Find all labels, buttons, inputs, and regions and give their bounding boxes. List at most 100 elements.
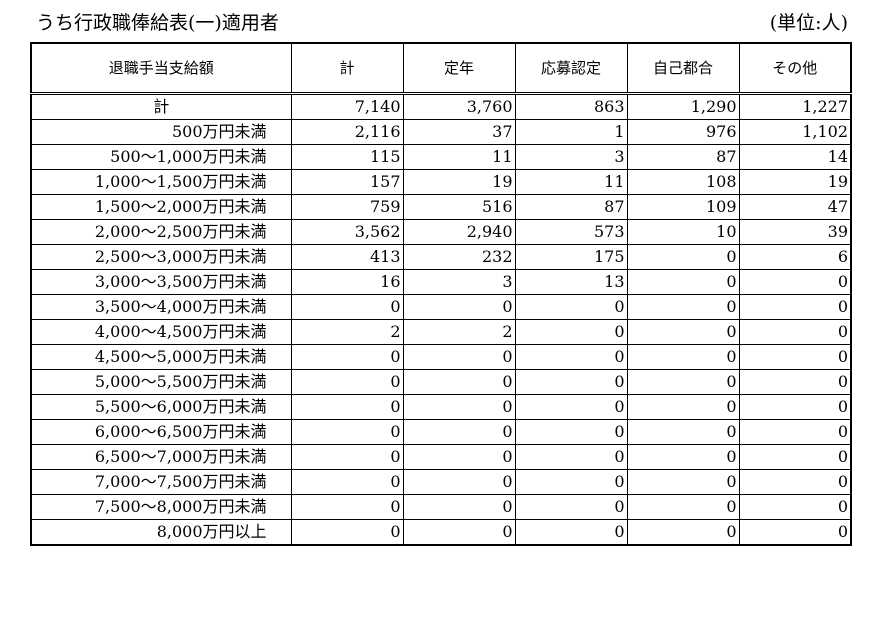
column-header: 自己都合 <box>626 42 740 95</box>
row-label: 4,500～5,000万円未満 <box>30 344 292 370</box>
table-cell: 0 <box>738 369 852 395</box>
table-cell: 13 <box>514 269 628 295</box>
table-cell: 0 <box>626 444 740 470</box>
table-cell: 0 <box>514 369 628 395</box>
table-row: 500～1,000万円未満 115 11 3 87 14 <box>30 144 852 170</box>
table-cell: 759 <box>290 194 404 220</box>
table-cell: 0 <box>402 394 516 420</box>
row-label: 1,000～1,500万円未満 <box>30 169 292 195</box>
table-cell: 1 <box>514 119 628 145</box>
table-cell: 87 <box>626 144 740 170</box>
table-cell: 863 <box>514 93 628 120</box>
table-cell: 0 <box>514 344 628 370</box>
table-cell: 11 <box>402 144 516 170</box>
table-cell: 0 <box>626 394 740 420</box>
table-row: 6,500～7,000万円未満 0 0 0 0 0 <box>30 444 852 470</box>
row-label: 7,500～8,000万円未満 <box>30 494 292 520</box>
table-cell: 976 <box>626 119 740 145</box>
table-cell: 3,760 <box>402 93 516 120</box>
table-cell: 0 <box>290 444 404 470</box>
table-cell: 87 <box>514 194 628 220</box>
row-label: 5,500～6,000万円未満 <box>30 394 292 420</box>
table-row: 5,000～5,500万円未満 0 0 0 0 0 <box>30 369 852 395</box>
row-label: 500～1,000万円未満 <box>30 144 292 170</box>
table-cell: 1,290 <box>626 93 740 120</box>
table-cell: 0 <box>738 319 852 345</box>
table-cell: 0 <box>626 294 740 320</box>
column-header: 定年 <box>402 42 516 95</box>
row-label: 計 <box>30 93 292 120</box>
table-cell: 0 <box>402 444 516 470</box>
table-cell: 0 <box>514 319 628 345</box>
table-row: 8,000万円以上 0 0 0 0 0 <box>30 519 852 546</box>
table-cell: 0 <box>514 519 628 546</box>
table-cell: 0 <box>738 294 852 320</box>
table-cell: 516 <box>402 194 516 220</box>
table-cell: 3 <box>514 144 628 170</box>
table-cell: 0 <box>626 369 740 395</box>
table-cell: 0 <box>738 344 852 370</box>
table-cell: 0 <box>514 294 628 320</box>
table-cell: 115 <box>290 144 404 170</box>
table-row: 2,500～3,000万円未満 413 232 175 0 6 <box>30 244 852 270</box>
table-row: 7,500～8,000万円未満 0 0 0 0 0 <box>30 494 852 520</box>
table-cell: 19 <box>402 169 516 195</box>
table-row: 6,000～6,500万円未満 0 0 0 0 0 <box>30 419 852 445</box>
table-row: 1,000～1,500万円未満 157 19 11 108 19 <box>30 169 852 195</box>
table-cell: 0 <box>402 519 516 546</box>
table-cell: 0 <box>626 344 740 370</box>
table-cell: 0 <box>738 494 852 520</box>
table-cell: 47 <box>738 194 852 220</box>
header-row: 退職手当支給額 計 定年 応募認定 自己都合 その他 <box>30 42 852 95</box>
row-label: 3,000～3,500万円未満 <box>30 269 292 295</box>
row-label: 5,000～5,500万円未満 <box>30 369 292 395</box>
table-cell: 2 <box>290 319 404 345</box>
table-cell: 0 <box>402 494 516 520</box>
table-body: 計 7,140 3,760 863 1,290 1,227 500万円未満 2,116 37 1 9… <box>30 93 852 546</box>
total-row: 計 7,140 3,760 863 1,290 1,227 <box>30 93 852 120</box>
column-header: 計 <box>290 42 404 95</box>
table-cell: 232 <box>402 244 516 270</box>
row-label: 1,500～2,000万円未満 <box>30 194 292 220</box>
table-row: 4,000～4,500万円未満 2 2 0 0 0 <box>30 319 852 345</box>
row-label: 6,000～6,500万円未満 <box>30 419 292 445</box>
table-cell: 0 <box>290 469 404 495</box>
table-row: 3,000～3,500万円未満 16 3 13 0 0 <box>30 269 852 295</box>
table-row: 500万円未満 2,116 37 1 976 1,102 <box>30 119 852 145</box>
table-cell: 0 <box>626 269 740 295</box>
row-label: 7,000～7,500万円未満 <box>30 469 292 495</box>
table-cell: 39 <box>738 219 852 245</box>
table-row: 3,500～4,000万円未満 0 0 0 0 0 <box>30 294 852 320</box>
table-cell: 0 <box>738 469 852 495</box>
table-cell: 0 <box>290 344 404 370</box>
row-label: 4,000～4,500万円未満 <box>30 319 292 345</box>
table-cell: 0 <box>402 469 516 495</box>
row-label: 500万円未満 <box>30 119 292 145</box>
table-cell: 1,227 <box>738 93 852 120</box>
table-cell: 0 <box>290 394 404 420</box>
table-cell: 19 <box>738 169 852 195</box>
column-header: 応募認定 <box>514 42 628 95</box>
table-cell: 10 <box>626 219 740 245</box>
table-title: うち行政職俸給表(一)適用者 <box>36 12 279 34</box>
table-cell: 11 <box>514 169 628 195</box>
table-cell: 108 <box>626 169 740 195</box>
table-cell: 0 <box>626 494 740 520</box>
row-label: 6,500～7,000万円未満 <box>30 444 292 470</box>
table-cell: 1,102 <box>738 119 852 145</box>
table-cell: 16 <box>290 269 404 295</box>
table-row: 1,500～2,000万円未満 759 516 87 109 47 <box>30 194 852 220</box>
table-cell: 0 <box>738 419 852 445</box>
table-cell: 0 <box>290 419 404 445</box>
table-row: 7,000～7,500万円未満 0 0 0 0 0 <box>30 469 852 495</box>
table-cell: 0 <box>626 419 740 445</box>
table-cell: 0 <box>514 444 628 470</box>
row-label: 3,500～4,000万円未満 <box>30 294 292 320</box>
table-cell: 573 <box>514 219 628 245</box>
table-cell: 0 <box>514 494 628 520</box>
unit-label: (単位:人) <box>769 12 848 34</box>
table-cell: 0 <box>738 394 852 420</box>
column-header: 退職手当支給額 <box>30 42 292 95</box>
table-cell: 3 <box>402 269 516 295</box>
table-cell: 0 <box>514 469 628 495</box>
